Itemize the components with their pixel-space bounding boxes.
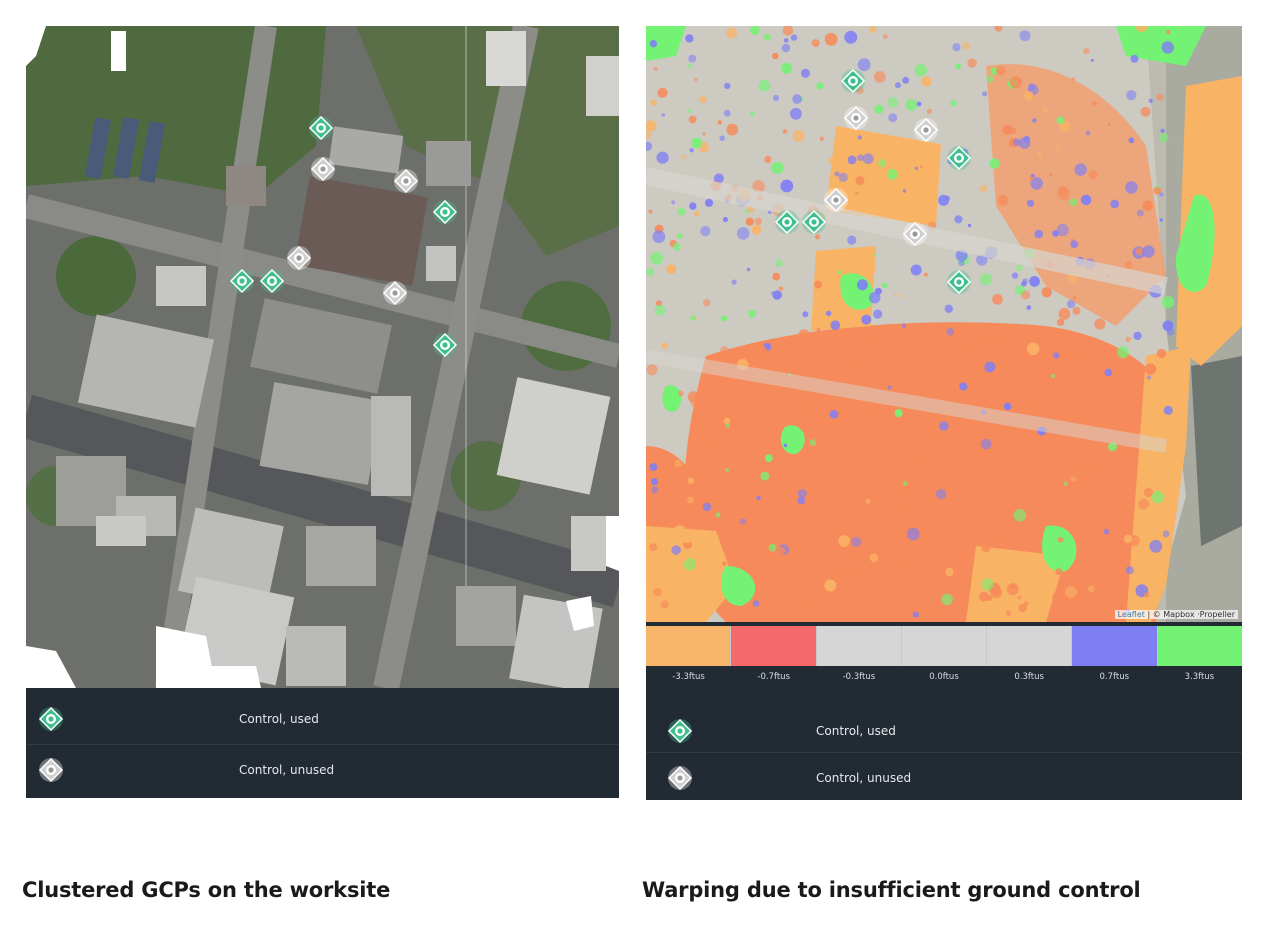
scale-swatch [1072, 626, 1158, 666]
elevation-scale-labels: -3.3ftus -0.7ftus -0.3ftus 0.0ftus 0.3ftus 0.… [646, 666, 1242, 706]
gcp-marker-unused[interactable] [913, 117, 939, 143]
gcp-marker-unused[interactable] [286, 245, 312, 271]
left-panel: Control, used Control, unused [26, 26, 619, 798]
gcp-marker-used[interactable] [229, 268, 255, 294]
left-caption: Clustered GCPs on the worksite [22, 878, 391, 902]
gcp-marker-used[interactable] [432, 332, 458, 358]
gcp-marker-used[interactable] [946, 145, 972, 171]
gcp-marker-unused[interactable] [902, 221, 928, 247]
scale-swatch [1157, 626, 1242, 666]
scale-label: 0.7ftus [1099, 672, 1130, 682]
aerial-map[interactable] [26, 26, 619, 688]
scale-label: -0.3ftus [842, 672, 876, 682]
warping-heatmap[interactable]: Leaflet | © Mapbox ·Propeller [646, 26, 1242, 622]
gcp-marker-used[interactable] [840, 68, 866, 94]
scale-label: -3.3ftus [672, 672, 705, 682]
gcp-marker-unused[interactable] [843, 105, 869, 131]
gcp-marker-used[interactable] [308, 115, 334, 141]
right-caption: Warping due to insufficient ground contr… [642, 878, 1141, 902]
legend-label-used: Control, used [816, 724, 896, 738]
gcp-unused-icon [38, 757, 64, 783]
gcp-marker-unused[interactable] [393, 168, 419, 194]
legend-row-used: Control, used [646, 706, 1242, 756]
scale-label: 3.3ftus [1184, 672, 1215, 682]
gcp-marker-unused[interactable] [310, 156, 336, 182]
map-attribution: Leaflet | © Mapbox ·Propeller [1114, 610, 1238, 619]
scale-label: 0.3ftus [1014, 672, 1044, 682]
gcp-marker-unused[interactable] [382, 280, 408, 306]
scale-swatch [731, 626, 817, 666]
scale-swatch [901, 626, 988, 666]
legend-row-used: Control, used [26, 694, 619, 744]
scale-swatch [987, 626, 1073, 666]
right-panel: Leaflet | © Mapbox ·Propeller -3.3ftus -0… [646, 26, 1242, 800]
legend-label-unused: Control, unused [816, 771, 912, 785]
attribution-text: | © Mapbox ·Propeller [1147, 610, 1235, 619]
scale-swatch [646, 626, 732, 666]
elevation-scale-bar [646, 626, 1242, 666]
legend-row-unused: Control, unused [26, 744, 619, 795]
gcp-used-icon [38, 706, 64, 732]
legend-label-used: Control, used [239, 712, 319, 726]
map-legend: Control, used Control, unused [646, 706, 1242, 800]
map-legend: Control, used Control, unused [26, 688, 619, 798]
gcp-unused-icon [667, 765, 693, 791]
scale-label: -0.7ftus [757, 672, 790, 682]
gcp-marker-used[interactable] [946, 269, 972, 295]
leaflet-link[interactable]: Leaflet [1117, 610, 1145, 619]
gcp-marker-used[interactable] [432, 199, 458, 225]
scale-label: 0.0ftus [929, 672, 959, 682]
legend-row-unused: Control, unused [646, 752, 1242, 803]
gcp-marker-unused[interactable] [823, 187, 849, 213]
gcp-marker-used[interactable] [774, 209, 800, 235]
gcp-marker-used[interactable] [259, 268, 285, 294]
legend-label-unused: Control, unused [239, 763, 335, 777]
scale-swatch [816, 626, 902, 666]
gcp-used-icon [667, 718, 693, 744]
gcp-marker-used[interactable] [801, 209, 827, 235]
